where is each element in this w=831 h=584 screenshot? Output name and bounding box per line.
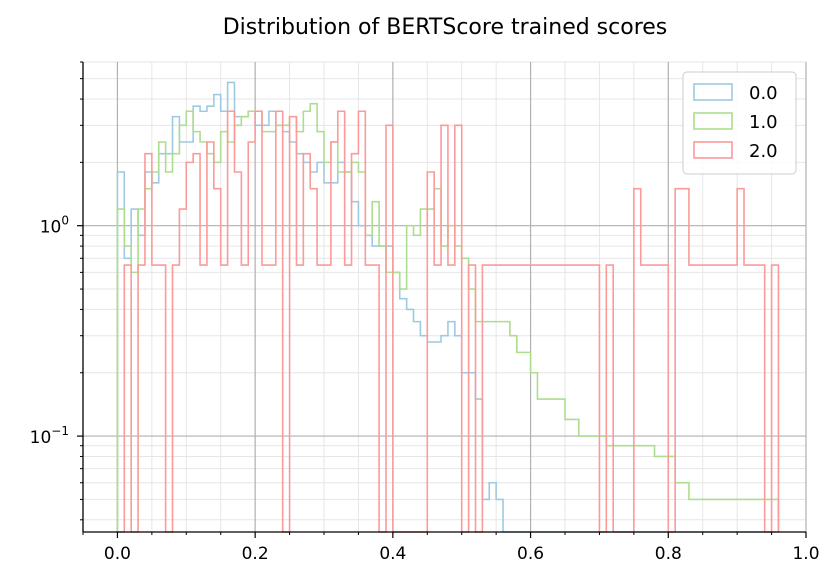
x-tick-label: 0.0 xyxy=(104,544,131,564)
x-tick-label: 1.0 xyxy=(792,544,819,564)
x-tick-label: 0.6 xyxy=(517,544,544,564)
legend-swatch-2.0 xyxy=(693,141,733,159)
y-axis-ticks: 10−1 100 xyxy=(30,61,83,521)
legend-label-1.0: 1.0 xyxy=(749,112,778,133)
chart-title: Distribution of BERTScore trained scores xyxy=(223,15,668,40)
y-tick-label: 10−1 xyxy=(30,424,69,448)
legend-label-0.0: 0.0 xyxy=(749,83,778,104)
legend: 0.0 1.0 2.0 xyxy=(682,71,797,175)
legend-label-2.0: 2.0 xyxy=(749,141,778,162)
legend-swatch-1.0 xyxy=(693,112,733,130)
x-tick-label: 0.8 xyxy=(655,544,682,564)
histogram-series-1.0 xyxy=(116,102,780,532)
x-tick-label: 0.2 xyxy=(242,544,269,564)
histogram-series-group xyxy=(116,81,780,533)
x-axis-ticks: 0.0 0.2 0.4 0.6 0.8 1.0 xyxy=(82,532,820,564)
legend-box xyxy=(682,71,797,175)
x-tick-label: 0.4 xyxy=(379,544,406,564)
legend-swatch-0.0 xyxy=(693,83,733,101)
plot-area: 0.0 0.2 0.4 0.6 0.8 1.0 10−1 100 0.0 1.0 2.0 xyxy=(30,61,820,564)
y-tick-label: 100 xyxy=(40,214,69,238)
